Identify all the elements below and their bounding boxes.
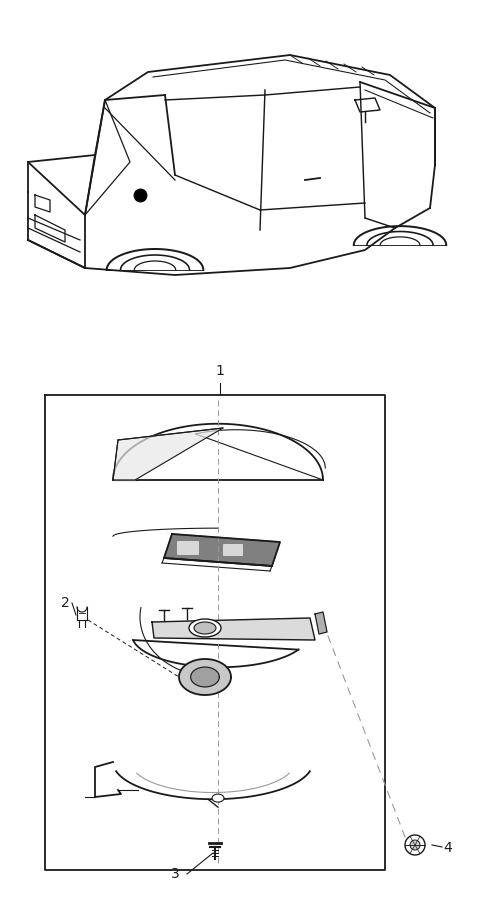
FancyBboxPatch shape <box>177 541 199 555</box>
Circle shape <box>410 840 420 850</box>
Text: 1: 1 <box>216 364 225 378</box>
Polygon shape <box>164 534 280 566</box>
Polygon shape <box>315 612 327 634</box>
Polygon shape <box>191 667 219 687</box>
Ellipse shape <box>189 619 221 637</box>
Polygon shape <box>113 428 223 480</box>
FancyBboxPatch shape <box>223 544 243 556</box>
Text: 3: 3 <box>171 867 180 881</box>
Circle shape <box>405 835 425 855</box>
Ellipse shape <box>194 622 216 634</box>
Text: 4: 4 <box>443 841 452 855</box>
Ellipse shape <box>212 794 224 802</box>
Polygon shape <box>152 618 315 640</box>
Text: 2: 2 <box>61 596 70 610</box>
Polygon shape <box>179 659 231 695</box>
